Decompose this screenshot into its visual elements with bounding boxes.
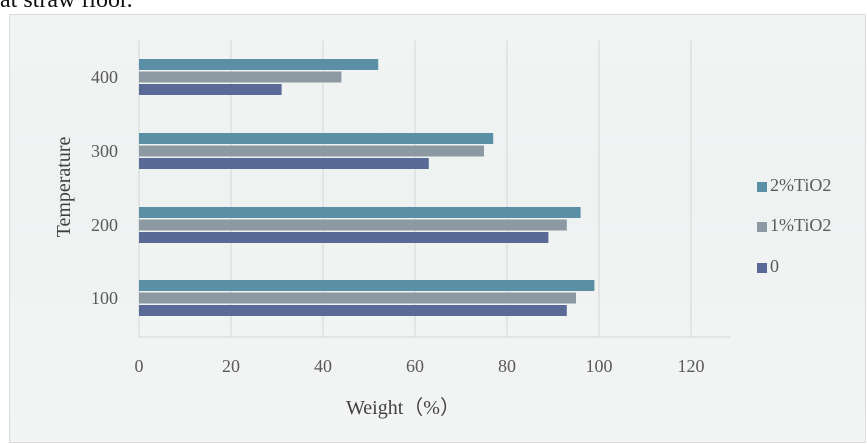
bar-300-1tio2	[139, 145, 484, 157]
x-tick-label-60: 60	[406, 356, 424, 376]
bar-300-2tio2	[139, 133, 494, 144]
bar-200-0	[139, 232, 549, 243]
x-tick-label-80: 80	[498, 356, 516, 376]
legend-label-0: 0	[770, 256, 779, 276]
x-tick-label-40: 40	[314, 356, 332, 376]
x-tick-label-0: 0	[135, 356, 144, 376]
bars	[139, 59, 595, 316]
bar-400-2tio2	[139, 59, 379, 70]
y-axis-title: Temperature	[53, 136, 75, 237]
legend-label-2tio2: 2%TiO2	[770, 175, 831, 195]
legend-swatch-2tio2	[757, 182, 767, 192]
y-tick-label-200: 200	[91, 215, 118, 235]
bar-400-0	[139, 84, 282, 95]
legend-swatch-1tio2	[757, 222, 767, 232]
x-tick-labels: 0 20 40 60 80 100 120	[135, 356, 705, 376]
y-tick-label-400: 400	[91, 67, 118, 87]
bar-200-2tio2	[139, 207, 581, 218]
x-tick-label-100: 100	[586, 356, 613, 376]
y-tick-labels: 100 200 300 400	[91, 67, 118, 308]
legend-label-1tio2: 1%TiO2	[770, 215, 831, 235]
preceding-text-fragment: at straw floor.	[0, 0, 133, 13]
y-tick-label-300: 300	[91, 141, 118, 161]
bar-200-1tio2	[139, 219, 567, 231]
bar-300-0	[139, 158, 429, 169]
legend: 2%TiO2 1%TiO2 0	[757, 175, 831, 276]
legend-swatch-0	[757, 263, 767, 273]
y-tick-label-100: 100	[91, 288, 118, 308]
bar-400-1tio2	[139, 71, 342, 83]
x-tick-label-20: 20	[222, 356, 240, 376]
bar-100-1tio2	[139, 292, 576, 304]
bar-100-2tio2	[139, 280, 595, 291]
bar-100-0	[139, 305, 567, 316]
x-tick-label-120: 120	[678, 356, 705, 376]
x-axis-title: Weight（%）	[346, 396, 460, 419]
